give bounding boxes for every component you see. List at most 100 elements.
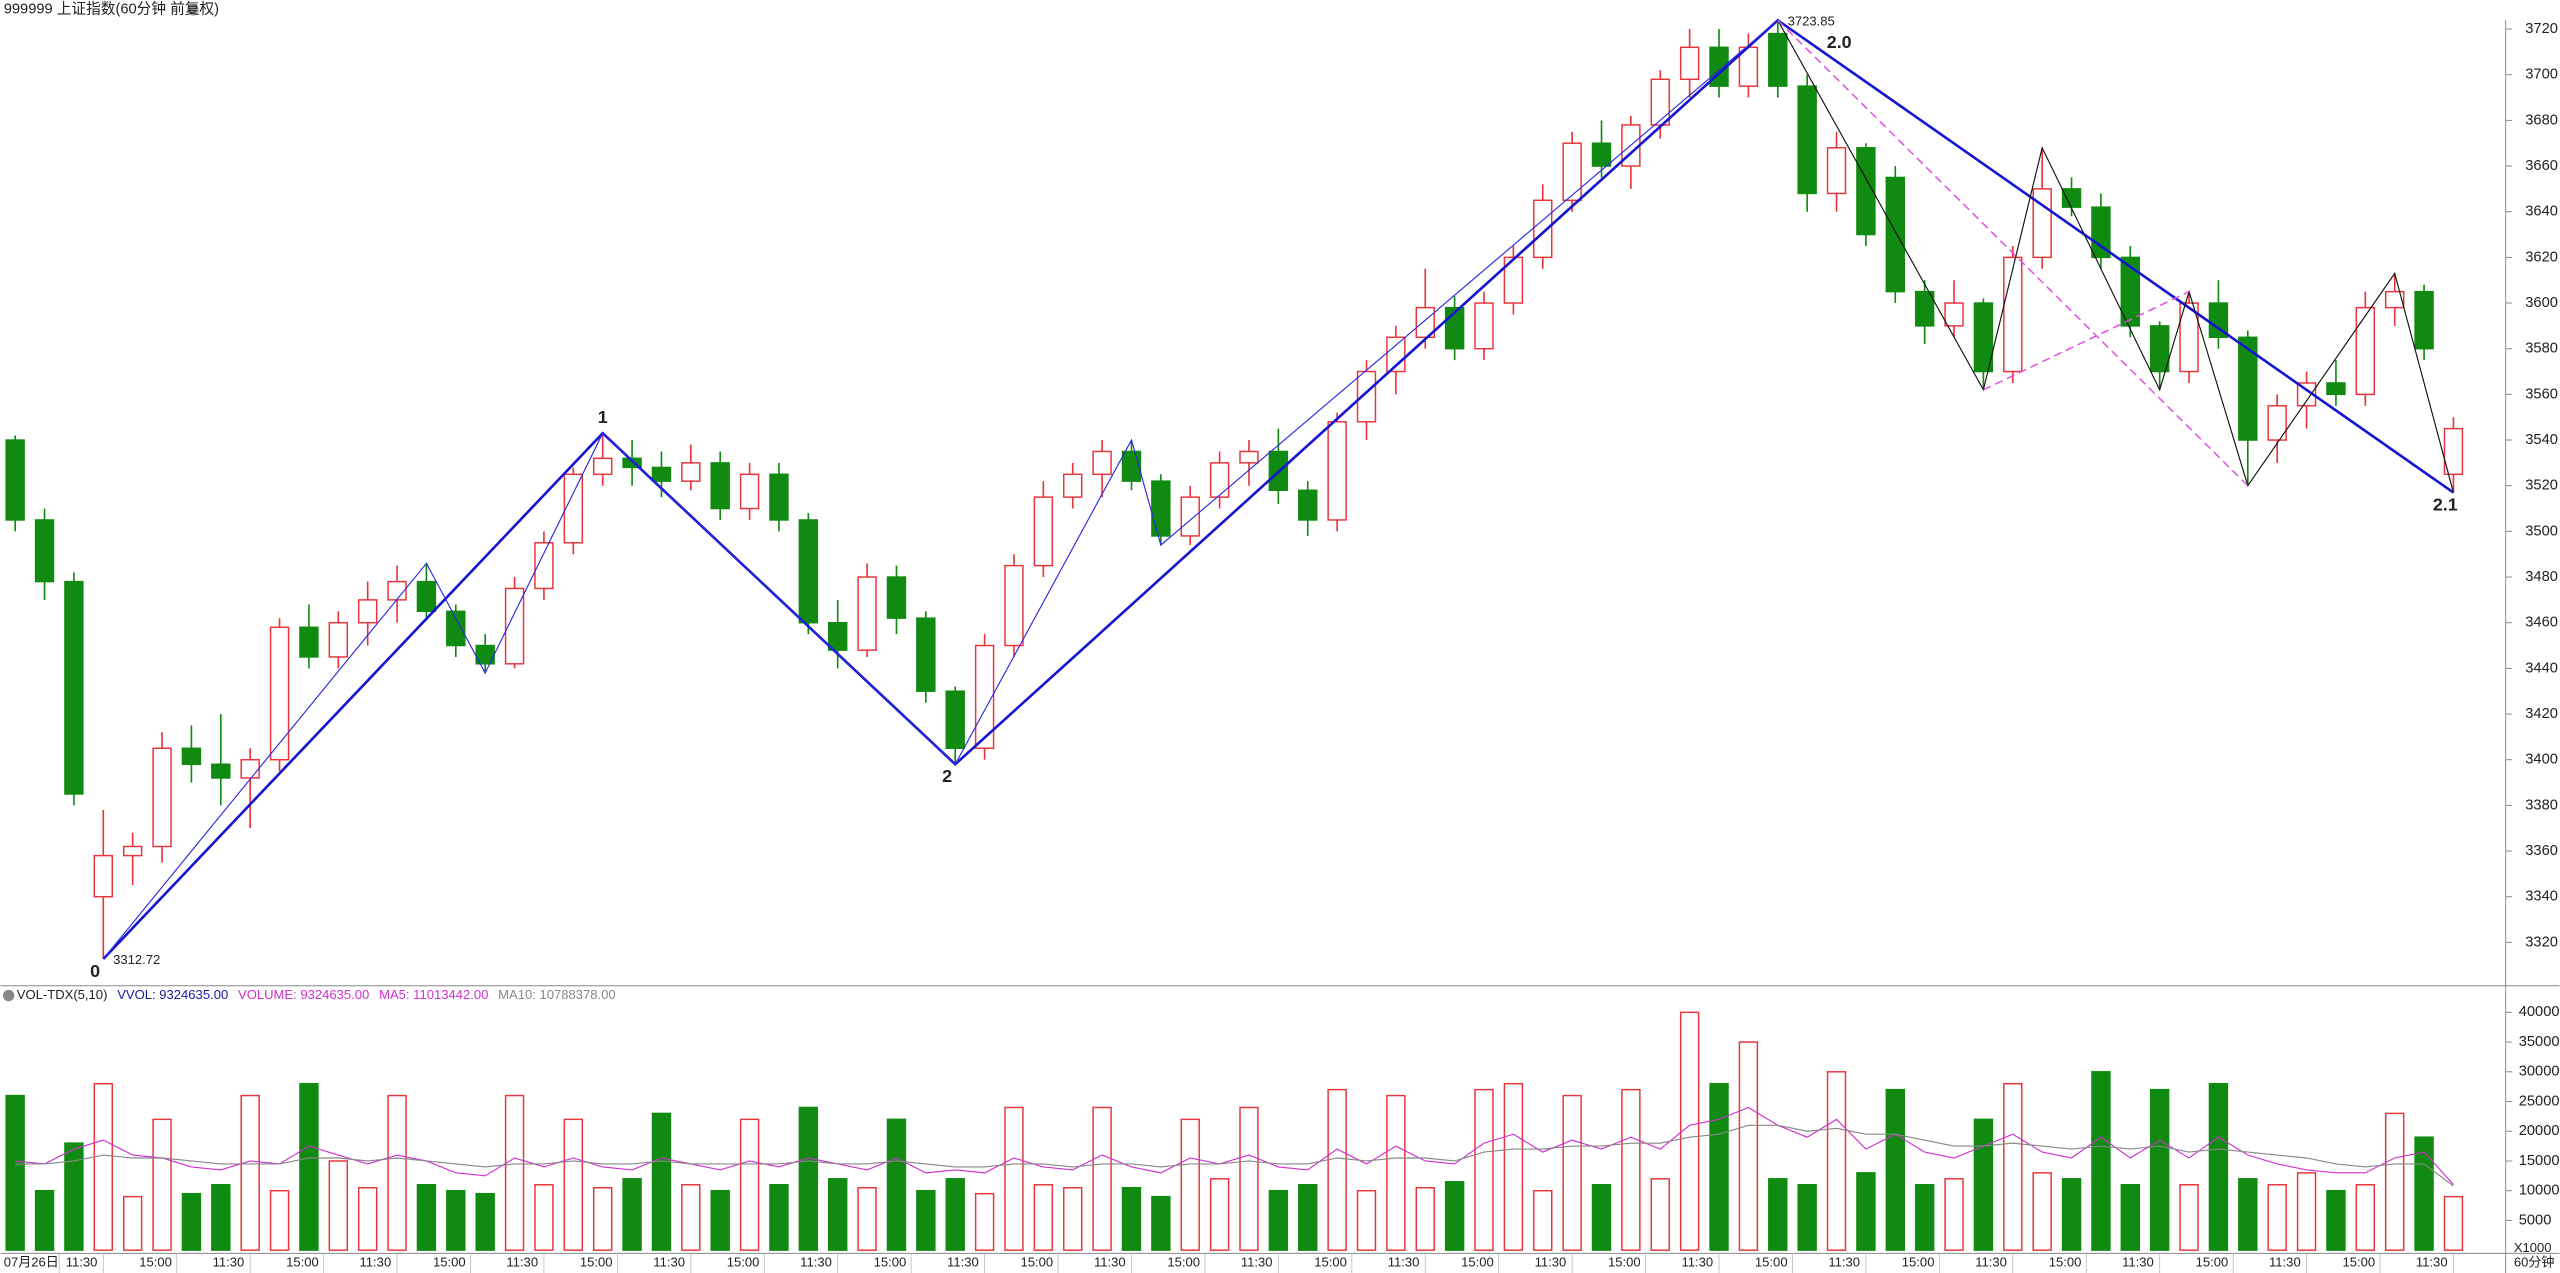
y-tick-label: 3540	[2525, 432, 2558, 448]
candle-body	[1591, 142, 1612, 167]
volume-bar	[93, 1082, 114, 1251]
volume-bar	[1973, 1118, 1994, 1251]
candle-body	[1973, 302, 1994, 373]
y-tick-label: 10000	[2519, 1183, 2560, 1199]
candle-body	[1151, 480, 1171, 537]
candle-body	[1533, 199, 1553, 259]
volume-bar	[1268, 1189, 1289, 1251]
x-tick-label: 11:30	[1388, 1255, 1420, 1270]
candle-body	[1209, 462, 1230, 498]
y-tick-label: 25000	[2519, 1093, 2560, 1109]
x-tick-label: 11:30	[2122, 1255, 2154, 1270]
candle-body	[828, 621, 848, 651]
volume-bar	[886, 1118, 907, 1251]
candle-body	[2061, 188, 2082, 208]
volume-bar	[739, 1118, 760, 1251]
x-tick-label: 11:30	[653, 1255, 685, 1270]
candle-body	[122, 845, 143, 857]
volume-bar	[2384, 1112, 2405, 1251]
candle-body	[1944, 302, 1964, 327]
candle-body	[1415, 306, 1435, 339]
volume-bar	[328, 1160, 349, 1251]
volume-bar	[240, 1094, 260, 1251]
candle-body	[446, 610, 466, 647]
annotation: 2	[942, 766, 952, 786]
volume-bar	[1914, 1184, 1935, 1251]
volume-bar	[2326, 1189, 2346, 1251]
y-tick-label: 3480	[2525, 569, 2558, 585]
volume-bar	[1121, 1186, 1142, 1251]
volume-bar	[1474, 1088, 1494, 1251]
volume-bar	[1797, 1184, 1817, 1251]
annotation: 1	[598, 407, 608, 427]
volume-bar	[152, 1118, 172, 1251]
candle-body	[1768, 32, 1788, 87]
volume-bar	[651, 1112, 672, 1251]
x-tick-label: 15:00	[2049, 1255, 2082, 1270]
x-tick-label: 07月26日	[4, 1255, 59, 1270]
zigzag-line	[1777, 19, 2249, 487]
y-tick-label: 3700	[2525, 67, 2558, 83]
x-tick-label: 11:30	[1975, 1255, 2007, 1270]
volume-bar	[798, 1106, 819, 1251]
y-tick-label: 40000	[2519, 1004, 2560, 1020]
volume-bar	[2238, 1178, 2258, 1251]
legend-entry: VVOL: 9324635.00	[117, 987, 228, 1002]
volume-bar	[2267, 1184, 2287, 1251]
volume-bar	[1709, 1082, 1729, 1251]
candle-body	[5, 439, 25, 521]
annotation: 0	[90, 961, 100, 981]
x-tick-label: 11:30	[213, 1255, 245, 1270]
candle-body	[181, 747, 202, 766]
candle-body	[2238, 336, 2258, 441]
volume-bar	[622, 1178, 642, 1251]
x-tick-label: 15:00	[2196, 1255, 2229, 1270]
x-tick-label: 11:30	[66, 1255, 98, 1270]
x-tick-label: 11:30	[1241, 1255, 1273, 1270]
candle-body	[1562, 142, 1582, 202]
volume-bar	[1151, 1195, 1171, 1251]
candle-body	[357, 599, 378, 624]
candle-body	[798, 519, 819, 624]
annotation: 3723.85	[1788, 13, 1835, 28]
candle-body	[1826, 147, 1847, 195]
candle-body	[1239, 450, 1259, 464]
volume-bar	[5, 1094, 25, 1251]
y-tick-label: 3420	[2525, 706, 2558, 722]
volume-icon[interactable]	[2, 989, 15, 1002]
candle-body	[2443, 427, 2464, 476]
volume-bar	[1298, 1184, 1318, 1251]
x-tick-label: 15:00	[2342, 1255, 2375, 1270]
legend-entry: VOLUME: 9324635.00	[238, 987, 369, 1002]
title-icon[interactable]	[187, 4, 199, 16]
candle-body	[1092, 450, 1112, 476]
candle-body	[1298, 489, 1318, 521]
volume-bar	[1092, 1106, 1112, 1251]
candle-body	[328, 621, 349, 658]
candle-body	[299, 626, 319, 658]
volume-bar	[446, 1189, 466, 1251]
volume-bar	[1591, 1184, 1612, 1251]
y-tick-label: 5000	[2519, 1212, 2552, 1228]
x-tick-label: 11:30	[2269, 1255, 2301, 1270]
volume-bar	[1415, 1186, 1435, 1251]
candle-body	[1885, 176, 1905, 293]
volume-bar	[592, 1186, 613, 1251]
x-tick-label: 11:30	[1828, 1255, 1860, 1270]
y-tick-label: 3380	[2525, 797, 2558, 813]
volume-bar	[2003, 1082, 2023, 1251]
candle-body	[2003, 256, 2023, 373]
candle-body	[504, 587, 525, 665]
volume-bar	[387, 1094, 407, 1251]
ma-line	[15, 1124, 2454, 1187]
x-tick-label: 11:30	[2416, 1255, 2448, 1270]
candle-body	[1797, 85, 1817, 195]
candle-body	[974, 644, 995, 750]
volume-bar	[857, 1186, 877, 1251]
candle-body	[2208, 302, 2229, 339]
volume-bar	[357, 1186, 378, 1251]
volume-bar	[1209, 1178, 1230, 1251]
unit-label: X1000	[2514, 1240, 2552, 1255]
candle-body	[592, 457, 613, 476]
